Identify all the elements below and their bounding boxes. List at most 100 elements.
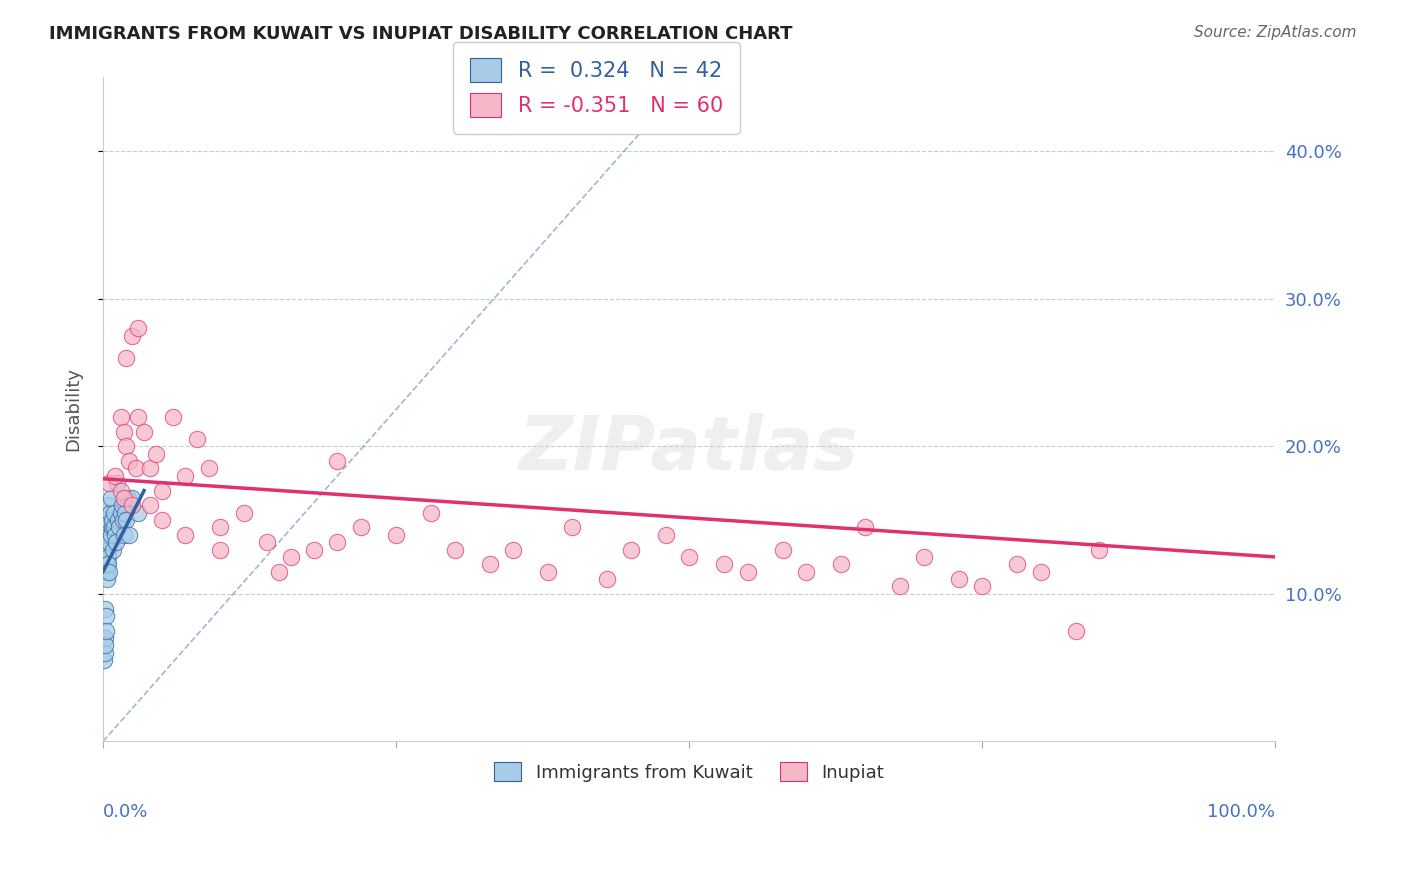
Point (596, 572, 619, 586)
Point (302, 542, 325, 557)
Point (280, 549, 302, 564)
Point (114, 506, 136, 520)
Point (619, 542, 641, 557)
Point (111, 513, 134, 527)
Point (654, 528, 676, 542)
Point (97, 476, 120, 491)
Point (112, 528, 135, 542)
Point (97, 549, 120, 564)
Point (326, 535, 349, 549)
Point (97, 513, 120, 527)
Point (94, 609, 117, 624)
Point (209, 542, 232, 557)
Point (972, 579, 994, 593)
Point (948, 572, 970, 586)
Point (107, 513, 129, 527)
Point (145, 447, 167, 461)
Point (101, 520, 124, 534)
Point (94, 624, 117, 638)
Point (1088, 542, 1111, 557)
Point (713, 558, 735, 572)
Point (97, 542, 120, 557)
Point (256, 535, 278, 549)
Point (121, 498, 143, 512)
Point (420, 506, 443, 520)
Point (139, 498, 162, 512)
Point (110, 506, 132, 520)
Point (1007, 558, 1029, 572)
Point (108, 520, 131, 534)
Point (117, 491, 139, 505)
Point (97, 498, 120, 512)
Point (115, 351, 138, 365)
Point (150, 513, 173, 527)
Point (1029, 565, 1052, 579)
Point (110, 409, 132, 424)
Point (561, 520, 583, 534)
Text: Source: ZipAtlas.com: Source: ZipAtlas.com (1194, 25, 1357, 40)
Point (111, 498, 134, 512)
Point (197, 461, 219, 475)
Legend: Immigrants from Kuwait, Inupiat: Immigrants from Kuwait, Inupiat (486, 755, 891, 789)
Point (1064, 624, 1087, 638)
Point (110, 483, 132, 498)
Point (127, 409, 149, 424)
Point (94, 639, 117, 653)
Point (104, 528, 127, 542)
Point (94, 631, 117, 645)
Point (98, 565, 121, 579)
Point (232, 506, 254, 520)
Point (794, 565, 817, 579)
Point (96, 572, 118, 586)
Point (118, 454, 141, 468)
Point (139, 461, 162, 475)
Point (150, 483, 173, 498)
Point (101, 542, 124, 557)
Point (93, 653, 115, 667)
Point (105, 476, 128, 491)
Point (502, 542, 524, 557)
Point (772, 542, 794, 557)
Point (103, 506, 125, 520)
Point (831, 558, 853, 572)
Point (96, 520, 118, 534)
Point (121, 491, 143, 505)
Point (104, 468, 127, 483)
Point (912, 549, 935, 564)
Point (326, 454, 349, 468)
Point (127, 321, 149, 335)
Point (115, 439, 138, 453)
Point (103, 520, 125, 534)
Point (101, 513, 124, 527)
Point (186, 432, 208, 446)
Point (853, 520, 876, 534)
Point (350, 520, 373, 534)
Point (127, 506, 149, 520)
Point (162, 409, 184, 424)
Point (267, 565, 290, 579)
Point (94, 646, 117, 660)
Point (889, 579, 911, 593)
Text: 0.0%: 0.0% (103, 804, 149, 822)
Text: IMMIGRANTS FROM KUWAIT VS INUPIAT DISABILITY CORRELATION CHART: IMMIGRANTS FROM KUWAIT VS INUPIAT DISABI… (49, 25, 793, 43)
Point (112, 425, 135, 439)
Point (115, 513, 138, 527)
Text: ZIPatlas: ZIPatlas (519, 413, 859, 486)
Point (100, 491, 122, 505)
Y-axis label: Disability: Disability (65, 368, 82, 451)
Point (104, 535, 127, 549)
Point (537, 565, 560, 579)
Point (678, 549, 700, 564)
Point (96, 565, 118, 579)
Point (98, 535, 121, 549)
Point (94, 601, 117, 615)
Point (209, 520, 232, 534)
Point (97, 528, 120, 542)
Point (100, 528, 122, 542)
Point (385, 528, 408, 542)
Point (121, 328, 143, 343)
Point (174, 528, 197, 542)
Point (125, 461, 148, 475)
Point (443, 542, 465, 557)
Point (174, 468, 197, 483)
